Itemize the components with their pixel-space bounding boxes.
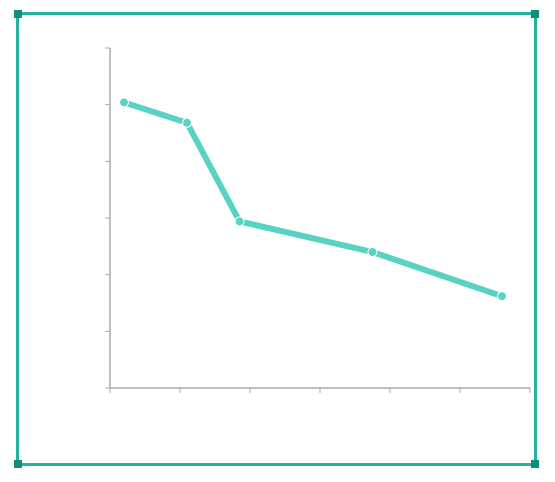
chart-axes	[105, 47, 531, 393]
chart-frame	[14, 10, 539, 468]
series-point	[182, 117, 192, 128]
series-point	[367, 247, 378, 257]
series-line	[121, 99, 505, 300]
frame-corner-top-left	[14, 10, 22, 18]
frame-corner-bottom-left	[14, 460, 22, 468]
frame-corner-top-right	[531, 10, 539, 18]
chart-series-layer	[119, 97, 507, 302]
series-point	[119, 97, 129, 108]
series-point	[497, 291, 507, 302]
series-point	[234, 216, 245, 227]
frame-corner-bottom-right	[531, 460, 539, 468]
